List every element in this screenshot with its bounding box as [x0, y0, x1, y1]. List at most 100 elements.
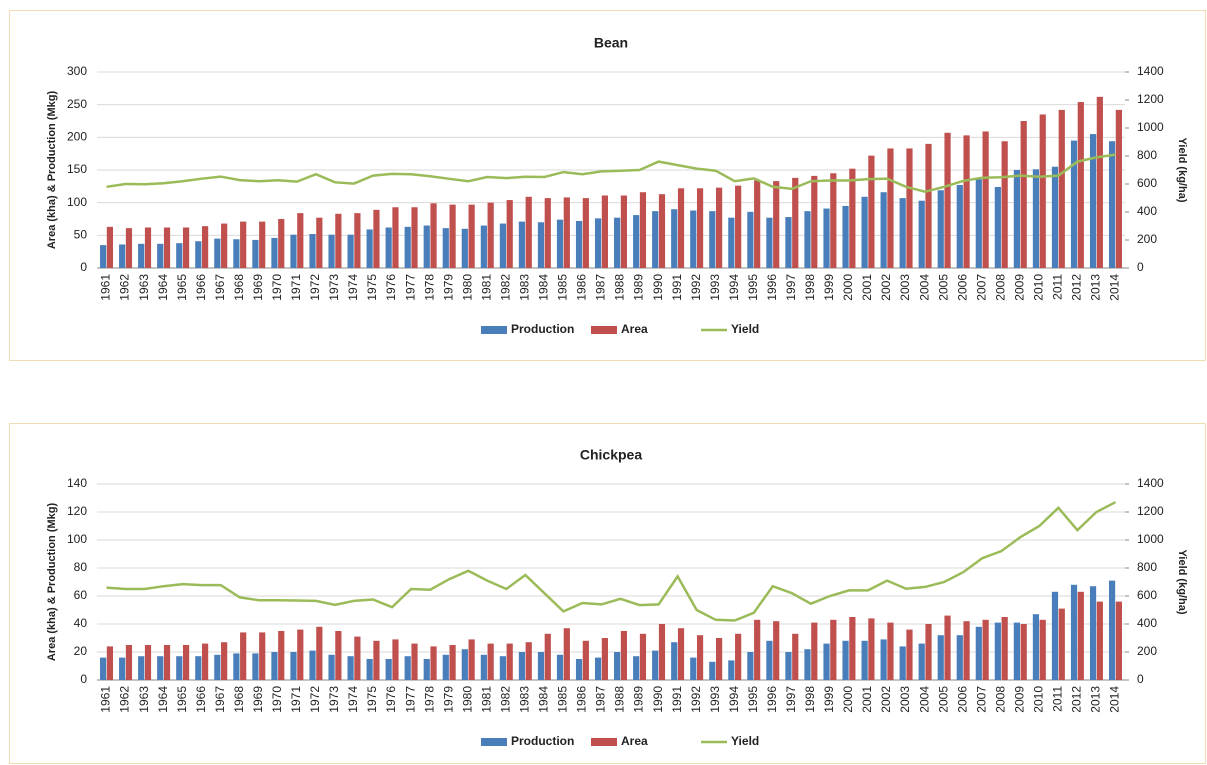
bar: [633, 656, 640, 680]
bar: [880, 192, 887, 268]
bar: [918, 643, 925, 680]
bar: [214, 238, 221, 268]
bar: [347, 234, 354, 268]
y-axis-title: Area (kha) & Production (Mkg): [46, 503, 58, 662]
bar: [506, 200, 513, 268]
bar: [1077, 102, 1084, 268]
bar: [182, 645, 190, 680]
x-tick-label: 1967: [213, 686, 227, 713]
bar: [1089, 134, 1097, 268]
x-tick-label: 1988: [613, 274, 627, 301]
x-tick-label: 1998: [803, 686, 817, 713]
y2-tick-label: 1400: [1137, 476, 1164, 490]
y2-tick-label: 0: [1137, 672, 1144, 686]
bar: [430, 203, 437, 268]
bar: [811, 175, 818, 268]
x-tick-label: 1961: [99, 274, 113, 301]
x-tick-label: 1984: [537, 274, 551, 301]
bar: [556, 654, 564, 680]
bar: [887, 148, 894, 268]
x-tick-label: 1983: [518, 274, 532, 301]
bar: [309, 650, 316, 680]
x-tick-label: 1972: [308, 274, 322, 301]
bar: [537, 652, 545, 680]
bar: [754, 619, 761, 680]
bar: [468, 639, 475, 680]
y-axis-title: Area (kha) & Production (Mkg): [46, 91, 58, 250]
bar: [601, 195, 608, 268]
x-tick-label: 1981: [479, 274, 493, 301]
bar: [671, 642, 678, 680]
x-tick-label: 1994: [727, 686, 741, 713]
x-tick-label: 2009: [1012, 686, 1026, 713]
legend-label: Production: [511, 322, 574, 336]
x-tick-label: 2011: [1051, 274, 1065, 300]
y-tick-label: 140: [67, 476, 87, 490]
bar: [385, 227, 392, 268]
y-tick-label: 150: [67, 162, 87, 176]
bar: [906, 629, 913, 680]
bar: [163, 645, 171, 680]
bar: [233, 653, 240, 680]
bar: [766, 640, 773, 680]
x-tick-label: 1984: [537, 686, 551, 713]
bar: [716, 638, 723, 680]
bar: [792, 633, 799, 680]
x-tick-label: 2000: [841, 686, 855, 713]
bar: [823, 643, 830, 680]
bar: [690, 657, 697, 680]
bar: [937, 190, 944, 268]
y-tick-label: 40: [74, 616, 88, 630]
y2-tick-label: 400: [1137, 204, 1157, 218]
bar: [639, 633, 647, 680]
bar: [1032, 169, 1040, 268]
bar: [1070, 584, 1078, 680]
bar: [354, 636, 361, 680]
bar: [411, 643, 418, 680]
x-tick-label: 1974: [346, 274, 360, 301]
x-tick-label: 1965: [175, 274, 189, 301]
bar: [944, 132, 951, 268]
x-tick-label: 2005: [936, 686, 950, 713]
bar: [842, 640, 849, 680]
bar: [906, 148, 913, 268]
bar: [328, 234, 335, 268]
bar: [271, 237, 278, 268]
panel-border: [9, 10, 1206, 361]
x-tick-label: 1966: [194, 686, 208, 713]
bar: [925, 624, 932, 680]
y2-tick-label: 800: [1137, 148, 1157, 162]
bar: [1032, 614, 1040, 680]
bar: [290, 234, 297, 268]
bar: [716, 187, 723, 268]
legend-label: Area: [621, 734, 648, 748]
y-tick-label: 200: [67, 130, 87, 144]
x-tick-label: 2011: [1051, 686, 1065, 712]
bar: [252, 653, 259, 680]
bar: [392, 639, 399, 680]
bar: [582, 198, 589, 268]
bar: [423, 659, 430, 680]
bar: [804, 211, 811, 268]
bar: [842, 205, 849, 268]
bar: [157, 243, 164, 268]
bar: [747, 211, 754, 268]
bar: [240, 632, 247, 680]
bar: [202, 226, 209, 268]
bar: [861, 196, 868, 268]
y-tick-label: 50: [74, 228, 88, 242]
bar: [975, 626, 982, 680]
bar: [563, 628, 570, 680]
bar: [830, 619, 837, 680]
y-tick-label: 100: [67, 195, 87, 209]
bar: [671, 209, 678, 268]
bar: [144, 227, 152, 268]
bar: [233, 239, 240, 268]
x-tick-label: 2013: [1089, 274, 1103, 301]
bar: [614, 217, 621, 268]
bar: [423, 225, 430, 268]
bar: [620, 631, 628, 680]
bar: [880, 639, 887, 680]
bar: [982, 131, 989, 268]
bar: [849, 617, 856, 680]
